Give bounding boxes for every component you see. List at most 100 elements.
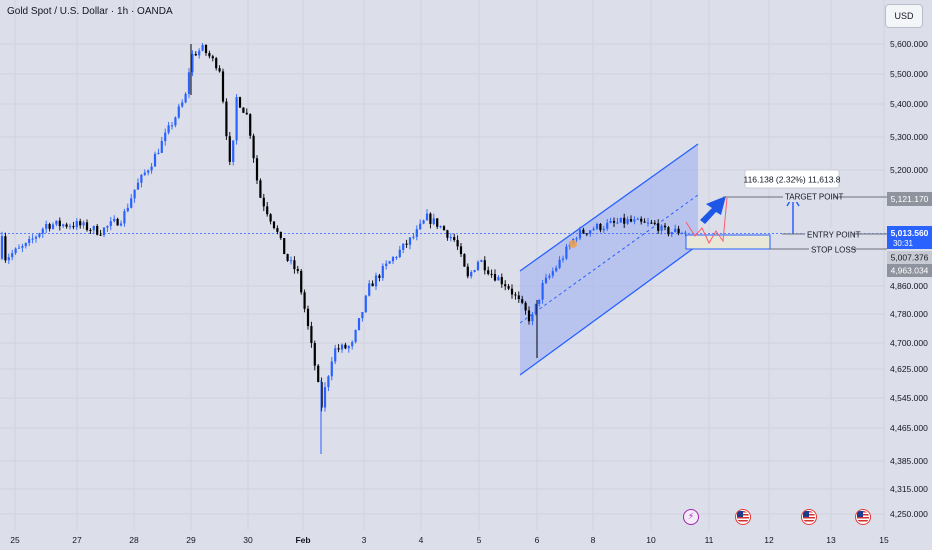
candle-body [116, 218, 119, 226]
x-tick-label: 13 [826, 535, 836, 545]
y-tick-label: 4,545.000 [890, 393, 928, 403]
y-tick-label: 4,860.000 [890, 281, 928, 291]
candle-body [296, 269, 299, 271]
candle-body [402, 243, 405, 250]
candle-body [300, 270, 303, 293]
candle-body [425, 213, 429, 221]
channel-lower-line[interactable] [519, 244, 699, 376]
x-tick-label: 27 [72, 535, 82, 545]
candle-body [351, 342, 354, 347]
us-flag-icon[interactable] [801, 509, 817, 525]
candle-body [58, 220, 61, 227]
candle-body [371, 283, 374, 287]
projected-path [685, 197, 728, 245]
y-tick-label: 5,500.000 [890, 69, 928, 79]
us-flag-icon[interactable] [855, 509, 871, 525]
chart-title: Gold Spot / U.S. Dollar · 1h · OANDA [7, 6, 173, 17]
candle-body [616, 222, 619, 224]
candle-body [561, 258, 565, 260]
candle-body [150, 166, 153, 171]
candle-body [354, 329, 357, 343]
stop-price-tag: 4,963.034 [891, 266, 929, 276]
entry-price-tag: 5,007.376 [891, 253, 929, 263]
candle-body [48, 224, 51, 229]
candle-body [167, 125, 170, 133]
target-price-tag: 5,121.170 [891, 194, 929, 204]
candle-body [272, 221, 276, 229]
candle-body [89, 229, 92, 231]
candle-body [412, 236, 415, 238]
current-price-tag: 5,013.560 [891, 228, 929, 238]
candle-body [453, 237, 456, 240]
candle-body [626, 219, 629, 224]
candle-body [582, 229, 585, 234]
lightning-icon[interactable]: ⚡ [683, 509, 699, 525]
candle-body [629, 219, 633, 222]
y-tick-label: 5,200.000 [890, 165, 928, 175]
y-tick-label: 4,385.000 [890, 456, 928, 466]
candle-body [45, 224, 48, 229]
candle-body [405, 243, 408, 245]
x-tick-label: 15 [879, 535, 889, 545]
candle-body [357, 318, 361, 330]
candle-body [364, 295, 367, 313]
candle-body [449, 237, 452, 239]
candle-body [106, 225, 109, 228]
candle-body [293, 260, 296, 270]
y-tick-label: 4,780.000 [890, 309, 928, 319]
candle-body [446, 230, 449, 238]
candle-body [487, 270, 490, 274]
channel-mid-line [519, 194, 699, 324]
candle-body [204, 44, 208, 54]
candle-body [113, 218, 116, 222]
candle-body [459, 246, 463, 255]
candle-body [663, 225, 667, 228]
candle-body [201, 44, 204, 51]
x-tick-label: 12 [764, 535, 774, 545]
candle-body [439, 226, 442, 228]
candle-body [385, 263, 388, 266]
candle-body [527, 310, 531, 322]
candle-body [0, 236, 4, 259]
candle-body [286, 254, 289, 261]
candle-body [82, 222, 85, 226]
candle-body [164, 132, 167, 142]
candle-body [643, 221, 646, 223]
lightning-glyph: ⚡ [687, 512, 695, 522]
candle-body [391, 257, 395, 262]
candle-body [4, 236, 7, 261]
candle-body [585, 233, 588, 235]
flag-graphic [737, 511, 749, 523]
us-flag-icon[interactable] [735, 509, 751, 525]
x-tick-label: Feb [295, 535, 310, 545]
candle-body [388, 261, 391, 264]
currency-button[interactable]: USD [885, 4, 923, 28]
candle-body [55, 220, 58, 225]
candle-body [289, 260, 293, 262]
candle-body [245, 112, 248, 115]
time-axis: 25 27 28 29 30 Feb 3 4 5 6 8 10 11 12 13 15 [10, 535, 889, 545]
candle-body [500, 277, 503, 285]
candle-body [408, 237, 412, 245]
candle-body [191, 53, 194, 73]
candle-body [555, 267, 558, 272]
flag-graphic [857, 511, 869, 523]
candle-body [507, 286, 510, 289]
candle-body [170, 125, 174, 127]
countdown-tag: 30:31 [893, 239, 914, 248]
entry-zone-box[interactable] [685, 234, 771, 250]
candle-body [327, 376, 330, 388]
candle-body [674, 228, 677, 233]
candle-body [456, 239, 459, 247]
candle-body [218, 68, 221, 72]
x-tick-label: 25 [10, 535, 20, 545]
candle-body [514, 294, 517, 296]
candle-body [320, 381, 323, 408]
candle-body [194, 53, 197, 56]
candle-body [136, 182, 140, 190]
channel-upper-line[interactable] [519, 143, 699, 272]
candle-body [184, 93, 187, 103]
candle-body [279, 231, 282, 239]
candle-body [680, 233, 684, 235]
